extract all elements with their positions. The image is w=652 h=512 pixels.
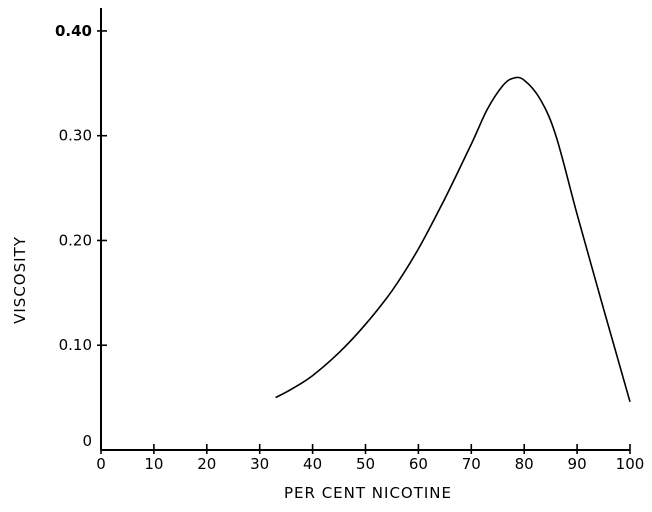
y-tick-label: 0 [82, 432, 92, 450]
y-tick-label: 0.20 [59, 231, 92, 249]
x-tick-label: 70 [462, 455, 481, 473]
x-axis: 0 10 20 30 40 50 60 70 80 90 100 [96, 444, 644, 473]
x-tick-label: 90 [568, 455, 587, 473]
y-tick-label: 0.10 [59, 336, 92, 354]
series-layer [275, 76, 631, 403]
x-tick-label: 80 [515, 455, 534, 473]
y-axis-title: VISCOSITY [11, 236, 29, 324]
x-tick-label: 20 [197, 455, 216, 473]
y-tick-label: 0.30 [59, 127, 92, 145]
y-axis: 0 0.10 0.20 0.30 0.40 [55, 8, 107, 450]
x-tick-label: 60 [409, 455, 428, 473]
viscosity-curve [275, 76, 631, 403]
x-tick-label: 0 [96, 455, 106, 473]
x-axis-title: PER CENT NICOTINE [284, 484, 452, 502]
x-tick-label: 50 [356, 455, 375, 473]
x-tick-label: 100 [616, 455, 645, 473]
x-tick-label: 10 [144, 455, 163, 473]
x-tick-label: 30 [250, 455, 269, 473]
y-tick-label: 0.40 [55, 22, 92, 40]
x-tick-label: 40 [303, 455, 322, 473]
